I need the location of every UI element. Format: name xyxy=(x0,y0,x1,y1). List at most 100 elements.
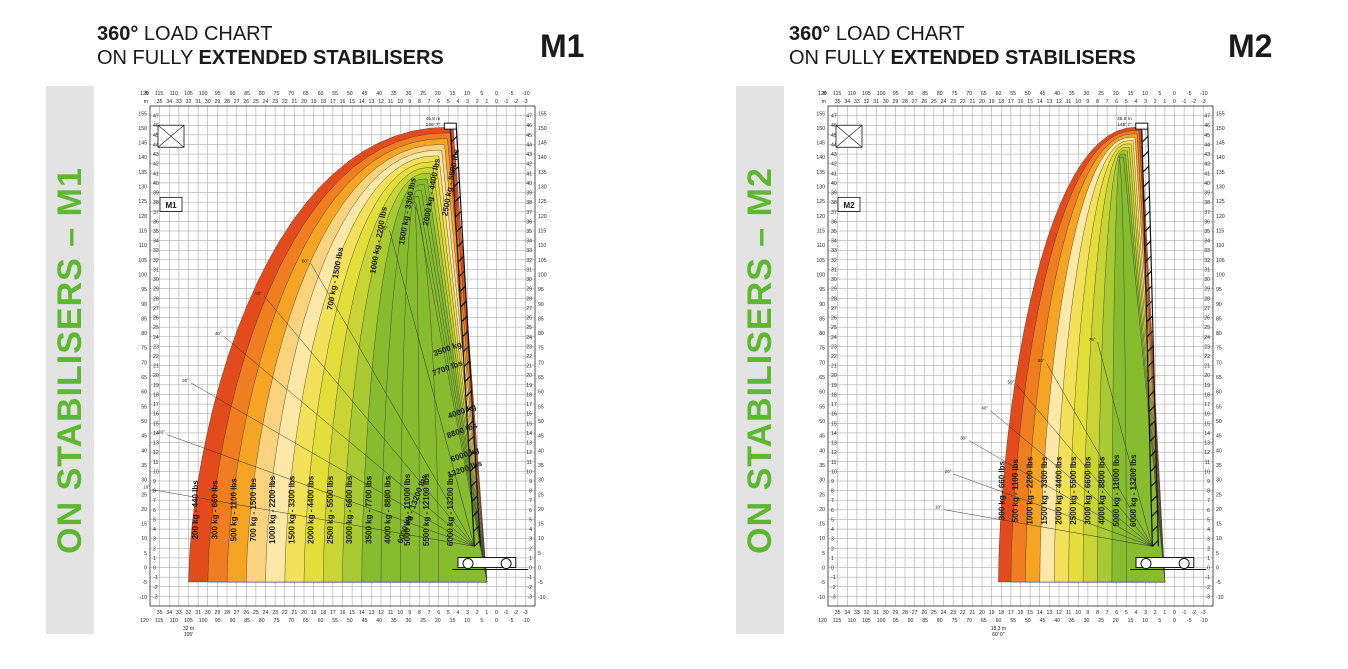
boom-lattice xyxy=(1146,315,1154,323)
y-tick-left-ft: 145 xyxy=(816,141,825,147)
y-tick-left-m: 35 xyxy=(153,229,159,235)
y-tick-left-ft: 105 xyxy=(138,258,147,264)
y-tick-left-m: 42 xyxy=(153,162,159,168)
y-tick-left-m: 43 xyxy=(153,152,159,158)
x-tick-bottom-m: 26 xyxy=(243,610,249,616)
x-tick-top-m: 30 xyxy=(205,99,211,105)
x-tick-bottom-ft: 90 xyxy=(230,618,236,624)
y-tick-left-ft: 150 xyxy=(816,126,825,132)
x-tick-top-m: -2 xyxy=(513,99,518,105)
x-tick-bottom-m: 31 xyxy=(873,610,879,616)
x-tick-top-ft: 55 xyxy=(1010,91,1016,97)
x-tick-top-ft: 35 xyxy=(1069,91,1075,97)
angle-label: 10° xyxy=(143,485,150,490)
boom-lattice xyxy=(1145,300,1153,308)
boom-lattice xyxy=(1150,495,1158,502)
x-tick-bottom-m: 9 xyxy=(1086,610,1089,616)
angle-line xyxy=(166,434,475,547)
y-tick-right-m: 42 xyxy=(526,162,532,168)
y-tick-right-ft: 25 xyxy=(1216,492,1222,498)
boom-lattice xyxy=(1141,135,1149,143)
zone-label: 1000 kg - 2200 lbs xyxy=(268,475,277,544)
angle-label: 75° xyxy=(381,226,388,231)
x-tick-top-m: 5 xyxy=(447,99,450,105)
x-tick-bottom-m: 19 xyxy=(989,610,995,616)
x-tick-bottom-m: 14 xyxy=(359,610,365,616)
y-tick-left-ft: 10 xyxy=(819,536,825,542)
y-tick-right-m: 26 xyxy=(526,316,532,322)
x-tick-bottom-m: 1 xyxy=(485,610,488,616)
y-tick-left-ft: 50 xyxy=(819,419,825,425)
y-tick-left-ft: 0 xyxy=(144,566,147,572)
basket xyxy=(1135,122,1149,130)
boom-lattice xyxy=(1142,150,1149,158)
y-tick-left-m: -2 xyxy=(831,585,836,591)
title-degree: 360° xyxy=(97,23,139,45)
y-tick-right-ft: 115 xyxy=(1216,229,1224,235)
x-tick-top-m: 7 xyxy=(428,99,431,105)
x-tick-bottom-m: 6 xyxy=(437,610,440,616)
tick-labels: 3535343433333232313130302929282827272626… xyxy=(138,91,546,624)
y-tick-left-m: 6 xyxy=(831,508,834,514)
x-tick-bottom-m: 11 xyxy=(388,610,393,616)
y-tick-right-m: 36 xyxy=(1204,219,1210,225)
y-tick-right-ft: 5 xyxy=(1216,551,1219,557)
y-tick-left-m: 31 xyxy=(153,267,159,273)
y-tick-right-ft: 95 xyxy=(538,287,544,293)
y-tick-right-m: 45 xyxy=(526,133,532,139)
y-tick-right-m: -3 xyxy=(1205,594,1210,600)
boom-lattice xyxy=(1144,255,1152,263)
y-tick-left-m: 12 xyxy=(153,450,159,456)
x-tick-top-ft: -10 xyxy=(522,91,530,97)
title-degree: 360° xyxy=(789,23,831,45)
angle-labels: 75° 60° 50° 40° 30° 20° 10° xyxy=(143,226,388,490)
y-tick-left-m: 11 xyxy=(831,460,836,466)
x-tick-bottom-m: 19 xyxy=(311,610,317,616)
angle-line xyxy=(1016,384,1153,547)
x-tick-top-m: 13 xyxy=(1046,99,1052,105)
angle-line xyxy=(989,410,1153,547)
x-tick-bottom-m: 13 xyxy=(368,610,374,616)
x-tick-top-m: 18 xyxy=(998,99,1004,105)
y-tick-left-m: 3 xyxy=(153,537,156,543)
boom-lattice xyxy=(1145,270,1152,278)
title-on-fully: ON FULLY xyxy=(789,47,891,69)
x-tick-bottom-ft: 85 xyxy=(922,618,928,624)
x-tick-top-m: 15 xyxy=(1027,99,1033,105)
y-tick-right-ft: -5 xyxy=(1216,580,1221,586)
y-tick-right-ft: 45 xyxy=(1216,434,1222,440)
y-tick-right-m: -1 xyxy=(527,575,532,581)
vehicle-body xyxy=(457,557,517,569)
y-tick-left-m: 43 xyxy=(831,152,837,158)
x-tick-top-m: 4 xyxy=(1135,99,1138,105)
y-tick-right-m: 46 xyxy=(526,123,532,129)
y-tick-right-m: 4 xyxy=(529,527,532,533)
y-tick-right-ft: -10 xyxy=(1216,595,1224,601)
y-tick-left-ft: 130 xyxy=(138,185,147,191)
y-tick-left-ft: 35 xyxy=(819,463,825,469)
zone-labels: 300 kg - 660 lbs 500 kg - 1100 lbs 1000 kg… xyxy=(998,454,1138,527)
x-tick-bottom-ft: 70 xyxy=(288,618,294,624)
y-tick-left-m: 26 xyxy=(153,316,159,322)
angle-label: 40° xyxy=(215,331,222,336)
y-tick-right-m: 3 xyxy=(1207,537,1210,543)
zone-label: 200 kg - 440 lbs xyxy=(191,480,200,540)
x-tick-bottom-ft: 10 xyxy=(1142,618,1148,624)
max-height-label-ft: 149' 7" xyxy=(1117,122,1132,128)
y-tick-left-m: 2 xyxy=(153,546,156,552)
y-tick-left-ft: 65 xyxy=(141,375,147,381)
y-tick-left-ft: 25 xyxy=(141,492,147,498)
y-tick-left-ft: -5 xyxy=(820,580,825,586)
x-tick-bottom-ft: 110 xyxy=(170,618,178,624)
x-tick-bottom-ft: 25 xyxy=(420,618,426,624)
y-tick-right-m: 44 xyxy=(1204,142,1210,148)
platform-config-box: M1 xyxy=(157,124,185,212)
max-reach-label: 32 m xyxy=(183,626,194,632)
y-tick-right-m: 42 xyxy=(1204,162,1210,168)
y-tick-left-ft: 125 xyxy=(816,199,825,205)
x-tick-bottom-m: 33 xyxy=(176,610,182,616)
x-tick-bottom-m: 26 xyxy=(921,610,927,616)
angle-line xyxy=(1046,363,1153,547)
y-tick-right-ft: 35 xyxy=(538,463,544,469)
y-tick-left-ft: 65 xyxy=(819,375,825,381)
